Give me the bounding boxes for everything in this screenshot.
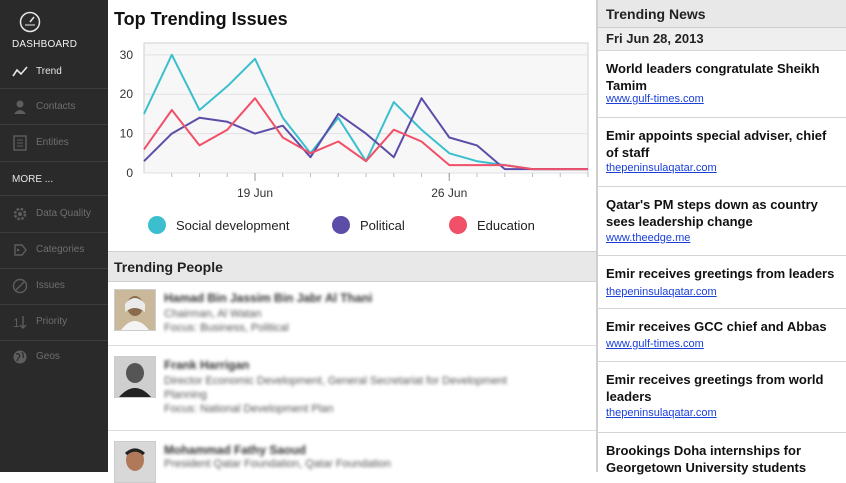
categories-icon <box>14 244 27 256</box>
news-source-link[interactable]: www.gulf-times.com <box>606 338 704 350</box>
y-tick-label: 10 <box>120 127 134 141</box>
news-headline: Emir receives GCC chief and Abbas <box>606 319 827 334</box>
news-title: Trending News <box>606 6 706 22</box>
chart-title: Top Trending Issues <box>114 9 288 29</box>
person-row[interactable]: Frank Harrigan Director Economic Develop… <box>108 346 596 431</box>
x-tick-label: 19 Jun <box>237 186 273 200</box>
x-tick-label: 26 Jun <box>431 186 467 200</box>
news-headline: Emir receives greetings from world leade… <box>606 372 824 404</box>
series-line-political <box>143 97 588 171</box>
y-tick-label: 30 <box>120 48 134 62</box>
globe-icon <box>13 350 27 364</box>
nav-divider <box>0 195 108 196</box>
legend-swatch <box>449 216 467 234</box>
sidebar-item-geos[interactable]: Geos <box>0 342 108 372</box>
sidebar-item-label: Categories <box>36 244 85 255</box>
nav-divider <box>0 88 108 89</box>
trend-line-chart[interactable]: 0 10 20 30 19 Jun 26 Jun <box>108 36 596 211</box>
trend-icon <box>12 66 28 77</box>
news-headline: Emir receives greetings from leaders <box>606 266 835 281</box>
contacts-icon <box>14 100 26 114</box>
nav-divider <box>0 304 108 305</box>
news-headline: Qatar's PM steps down as country sees le… <box>606 197 818 229</box>
sidebar-item-categories[interactable]: Categories <box>0 235 108 265</box>
sidebar-item-label: Data Quality <box>36 208 92 219</box>
person-name: Mohammad Fathy Saoud <box>164 443 307 457</box>
news-item[interactable]: Qatar's PM steps down as country sees le… <box>598 187 846 256</box>
y-tick-label: 0 <box>126 166 133 180</box>
person-row[interactable]: Hamad Bin Jassim Bin Jabr Al Thani Chair… <box>108 281 596 346</box>
news-headline: Emir appoints special adviser, chief of … <box>606 128 827 160</box>
issues-icon <box>12 278 28 294</box>
nav-divider <box>0 268 108 269</box>
nav-divider <box>0 161 108 162</box>
sidebar-item-label: Contacts <box>36 101 76 112</box>
entities-icon <box>13 135 27 151</box>
news-header: Trending News <box>598 0 846 28</box>
person-avatar <box>114 441 156 483</box>
legend-label: Social development <box>176 218 290 233</box>
person-avatar <box>114 289 156 331</box>
news-item[interactable]: Emir receives GCC chief and Abbas www.gu… <box>598 309 846 362</box>
news-item[interactable]: Emir receives greetings from leaders the… <box>598 256 846 309</box>
news-source-link[interactable]: thepeninsulaqatar.com <box>606 162 717 174</box>
legend-label: Education <box>477 218 535 233</box>
sidebar-item-trend[interactable]: Trend <box>0 57 108 87</box>
news-date-header: Fri Jun 28, 2013 <box>598 28 846 51</box>
sidebar-item-label: Trend <box>36 66 62 77</box>
person-row[interactable]: Mohammad Fathy Saoud President Qatar Fou… <box>108 431 596 483</box>
panel-divider <box>596 0 598 472</box>
person-detail: Director Economic Development, General S… <box>164 375 507 387</box>
news-headline: World leaders congratulate Sheikh Tamim <box>606 61 820 93</box>
sidebar-item-label: Issues <box>36 280 65 291</box>
news-source-link[interactable]: www.theedge.me <box>606 232 691 244</box>
person-detail: Chairman, Al Watan <box>164 308 262 320</box>
news-source-link[interactable]: thepeninsulaqatar.com <box>606 407 717 419</box>
legend-swatch <box>332 216 350 234</box>
legend-label: Political <box>360 218 405 233</box>
nav-divider <box>0 124 108 125</box>
dashboard-gauge-icon[interactable] <box>19 11 41 33</box>
section-title: Trending People <box>114 259 223 275</box>
news-item[interactable]: Brookings Doha internships for Georgetow… <box>598 433 846 475</box>
sidebar-item-label: Priority <box>36 316 68 327</box>
sidebar-item-label: Geos <box>36 351 60 362</box>
news-date: Fri Jun 28, 2013 <box>606 31 704 46</box>
data-quality-icon <box>13 207 27 221</box>
news-item[interactable]: World leaders congratulate Sheikh Tamim … <box>598 51 846 118</box>
more-label[interactable]: MORE ... <box>12 174 54 185</box>
trending-people-header: Trending People <box>108 251 596 282</box>
series-line-education <box>143 97 588 171</box>
person-detail: Focus: Business, Political <box>164 322 289 334</box>
plot-area <box>143 42 589 174</box>
person-detail: President Qatar Foundation, Qatar Founda… <box>164 458 391 470</box>
sidebar-item-issues[interactable]: Issues <box>0 271 108 301</box>
nav-divider <box>0 232 108 233</box>
sidebar: DASHBOARD Trend Contacts Entities MORE .… <box>0 0 108 472</box>
main-panel: Top Trending Issues 0 10 20 30 19 Jun 26 Jun … <box>108 0 596 483</box>
sidebar-item-data-quality[interactable]: Data Quality <box>0 199 108 229</box>
news-panel: Trending News Fri Jun 28, 2013 World lea… <box>598 0 846 475</box>
person-detail: Focus: National Development Plan <box>164 403 334 415</box>
person-avatar <box>114 356 156 398</box>
news-item[interactable]: Emir appoints special adviser, chief of … <box>598 118 846 187</box>
news-headline: Brookings Doha internships for Georgetow… <box>606 443 807 475</box>
sidebar-item-entities[interactable]: Entities <box>0 128 108 158</box>
news-source-link[interactable]: www.gulf-times.com <box>606 93 704 105</box>
news-source-link[interactable]: thepeninsulaqatar.com <box>606 286 717 298</box>
sidebar-item-label: Entities <box>36 137 69 148</box>
svg-text:1: 1 <box>13 316 20 330</box>
nav-divider <box>0 340 108 341</box>
person-detail: Planning <box>164 389 207 401</box>
sidebar-item-contacts[interactable]: Contacts <box>0 92 108 122</box>
news-item[interactable]: Emir receives greetings from world leade… <box>598 362 846 433</box>
sidebar-item-priority[interactable]: 1 Priority <box>0 307 108 337</box>
priority-icon: 1 <box>13 316 27 330</box>
y-tick-label: 20 <box>120 87 134 101</box>
person-name: Hamad Bin Jassim Bin Jabr Al Thani <box>164 291 373 305</box>
dashboard-label[interactable]: DASHBOARD <box>12 39 78 50</box>
person-name: Frank Harrigan <box>164 358 250 372</box>
legend-swatch <box>148 216 166 234</box>
